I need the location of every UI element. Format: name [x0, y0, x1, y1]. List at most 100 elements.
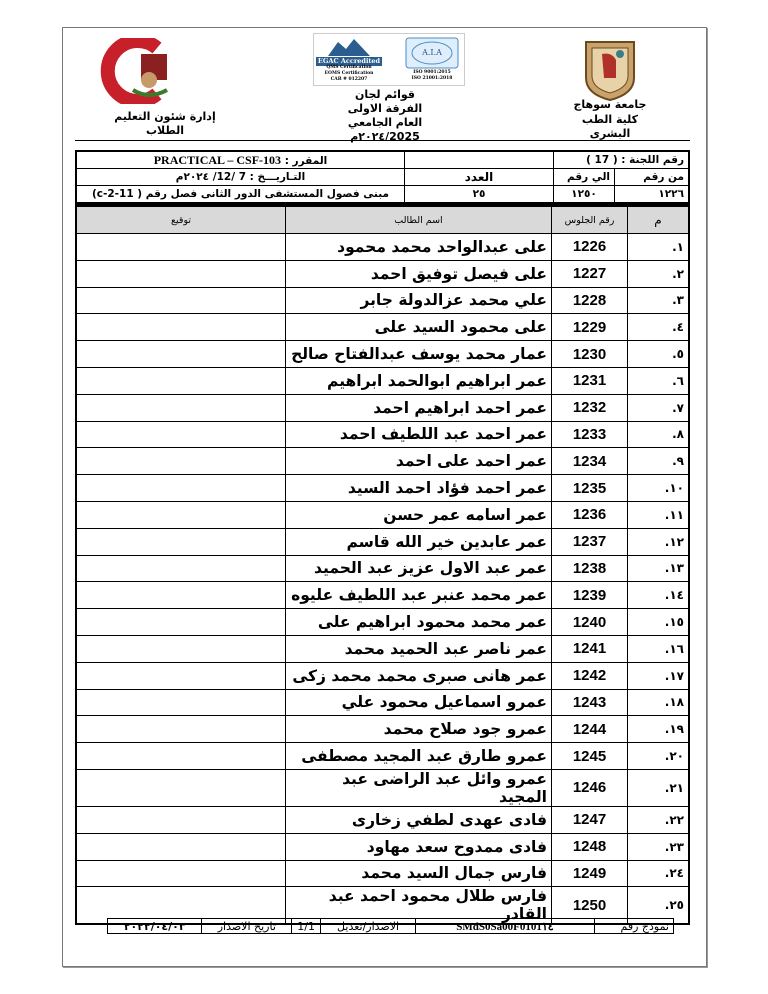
- signature-cell[interactable]: [75, 286, 286, 315]
- table-row: ٨. 1233 عمر احمد عبد اللطيف احمد: [75, 420, 690, 449]
- table-row: ٢٤. 1249 فارس جمال السيد محمد: [75, 859, 690, 888]
- count-value: ٢٥: [404, 185, 554, 204]
- table-row: ١٢. 1237 عمر عابدين خير الله قاسم: [75, 527, 690, 556]
- row-index: ٢١.: [627, 768, 690, 807]
- header-signature: توقيع: [75, 205, 286, 234]
- form-number-label: نموذج رقم: [594, 918, 674, 934]
- seat-number: 1229: [551, 313, 628, 342]
- signature-cell[interactable]: [75, 233, 286, 261]
- table-row: ٣. 1228 علي محمد عزالدولة جابر: [75, 286, 690, 315]
- committee-number: رقم اللجنة : ( 17 ): [553, 150, 690, 169]
- signature-cell[interactable]: [75, 554, 286, 583]
- seat-number: 1249: [551, 859, 628, 888]
- signature-cell[interactable]: [75, 634, 286, 663]
- form-footer-table: نموذج رقم SMdS0Sa00F0101١٤ الاصدار/تعديل…: [106, 918, 674, 934]
- table-row: ١٧. 1242 عمر هانى صبرى محمد محمد زكى: [75, 661, 690, 690]
- signature-cell[interactable]: [75, 366, 286, 395]
- student-name: عمر عابدين خير الله قاسم: [285, 527, 552, 556]
- student-name: عمر احمد ابراهيم احمد: [285, 393, 552, 422]
- student-name: عمرو جود صلاح محمد: [285, 715, 552, 744]
- course-cell: المقرر : PRACTICAL – CSF-103: [75, 150, 405, 169]
- signature-cell[interactable]: [75, 447, 286, 476]
- seat-number: 1246: [551, 768, 628, 807]
- table-row: ٦. 1231 عمر ابراهيم ابوالحمد ابراهيم: [75, 366, 690, 395]
- seat-number: 1237: [551, 527, 628, 556]
- academic-year: العام الجامعي ٢٠٢٤/2025م: [347, 116, 423, 143]
- student-name: عمرو طارق عبد المجيد مصطفى: [285, 742, 552, 770]
- signature-cell[interactable]: [75, 313, 286, 342]
- student-name: على فيصل توفيق احمد: [285, 259, 552, 288]
- table-row: ١٦. 1241 عمر ناصر عبد الحميد محمد: [75, 634, 690, 663]
- seat-number: 1228: [551, 286, 628, 315]
- title-line-1: قوائم لجان: [354, 88, 416, 101]
- signature-cell[interactable]: [75, 474, 286, 502]
- committee-info-table: رقم اللجنة : ( 17 ) المقرر : PRACTICAL –…: [75, 150, 690, 204]
- seat-number: 1247: [551, 805, 628, 834]
- student-name: عمر احمد عبد اللطيف احمد: [285, 420, 552, 449]
- table-row: ٥. 1230 عمار محمد يوسف عبدالفتاح صالح: [75, 340, 690, 368]
- signature-cell[interactable]: [75, 715, 286, 744]
- student-name: عمرو وائل عبد الراضى عبد المجيد: [285, 768, 552, 807]
- student-name: عمر احمد فؤاد احمد السيد: [285, 474, 552, 502]
- student-name: عمار محمد يوسف عبدالفتاح صالح: [285, 340, 552, 368]
- signature-cell[interactable]: [75, 661, 286, 690]
- to-label: الي رقم: [553, 168, 615, 186]
- row-index: ١٧.: [627, 661, 690, 690]
- table-row: ١٣. 1238 عمر عبد الاول عزيز عبد الحميد: [75, 554, 690, 583]
- seat-number: 1239: [551, 581, 628, 610]
- table-row: ١٠. 1235 عمر احمد فؤاد احمد السيد: [75, 474, 690, 502]
- seat-number: 1232: [551, 393, 628, 422]
- faculty-name: كلية الطب البشرى: [581, 113, 639, 140]
- signature-cell[interactable]: [75, 742, 286, 770]
- student-name: على عبدالواحد محمد محمود: [285, 233, 552, 261]
- exam-location: مبنى فصول المستشفى الدور الثانى فصل رقم …: [75, 185, 405, 204]
- student-name: علي محمد عزالدولة جابر: [285, 286, 552, 315]
- cab-number-text: CAB # 012207: [330, 77, 368, 82]
- university-name: جامعة سوهاج: [573, 98, 647, 111]
- signature-cell[interactable]: [75, 688, 286, 717]
- seat-number: 1238: [551, 554, 628, 583]
- signature-cell[interactable]: [75, 805, 286, 834]
- table-row: ٢١. 1246 عمرو وائل عبد الراضى عبد المجيد: [75, 768, 690, 807]
- signature-cell[interactable]: [75, 420, 286, 449]
- signature-cell[interactable]: [75, 527, 286, 556]
- seat-number: 1240: [551, 608, 628, 636]
- issue-date-label: تاريخ الاصدار: [201, 918, 293, 934]
- student-name: فارس جمال السيد محمد: [285, 859, 552, 888]
- seat-number: 1226: [551, 233, 628, 261]
- signature-cell[interactable]: [75, 259, 286, 288]
- header-index: م: [627, 205, 690, 234]
- version-value: 1/1: [291, 918, 322, 934]
- signature-cell[interactable]: [75, 340, 286, 368]
- row-index: ١٢.: [627, 527, 690, 556]
- seat-number: 1244: [551, 715, 628, 744]
- count-label: العدد: [404, 168, 554, 186]
- header-seat-number: رقم الجلوس: [551, 205, 628, 234]
- egac-accredited-text: EGAC Accredited: [316, 57, 382, 66]
- row-index: ٢.: [627, 259, 690, 288]
- students-table: م رقم الجلوس اسم الطالب توقيع ١. 1226 على …: [75, 204, 690, 926]
- seat-number: 1231: [551, 366, 628, 395]
- signature-cell[interactable]: [75, 393, 286, 422]
- signature-cell[interactable]: [75, 500, 286, 529]
- signature-cell[interactable]: [75, 859, 286, 888]
- row-index: ١.: [627, 233, 690, 261]
- seat-number: 1245: [551, 742, 628, 770]
- signature-cell[interactable]: [75, 581, 286, 610]
- seat-number: 1248: [551, 832, 628, 861]
- table-row: ١٩. 1244 عمرو جود صلاح محمد: [75, 715, 690, 744]
- student-name: عمرو اسماعيل محمود علي: [285, 688, 552, 717]
- page-border: [62, 27, 707, 967]
- signature-cell[interactable]: [75, 832, 286, 861]
- empty-cell: [404, 150, 554, 169]
- seat-number: 1236: [551, 500, 628, 529]
- row-index: ٢٢.: [627, 805, 690, 834]
- seat-number: 1243: [551, 688, 628, 717]
- signature-cell[interactable]: [75, 608, 286, 636]
- table-row: ١٥. 1240 عمر محمد محمود ابراهيم على: [75, 608, 690, 636]
- seat-number: 1234: [551, 447, 628, 476]
- table-row: ١٤. 1239 عمر محمد عنبر عبد اللطيف عليوه: [75, 581, 690, 610]
- course-code: PRACTICAL – CSF-103: [153, 152, 282, 167]
- student-name: عمر ابراهيم ابوالحمد ابراهيم: [285, 366, 552, 395]
- signature-cell[interactable]: [75, 768, 286, 807]
